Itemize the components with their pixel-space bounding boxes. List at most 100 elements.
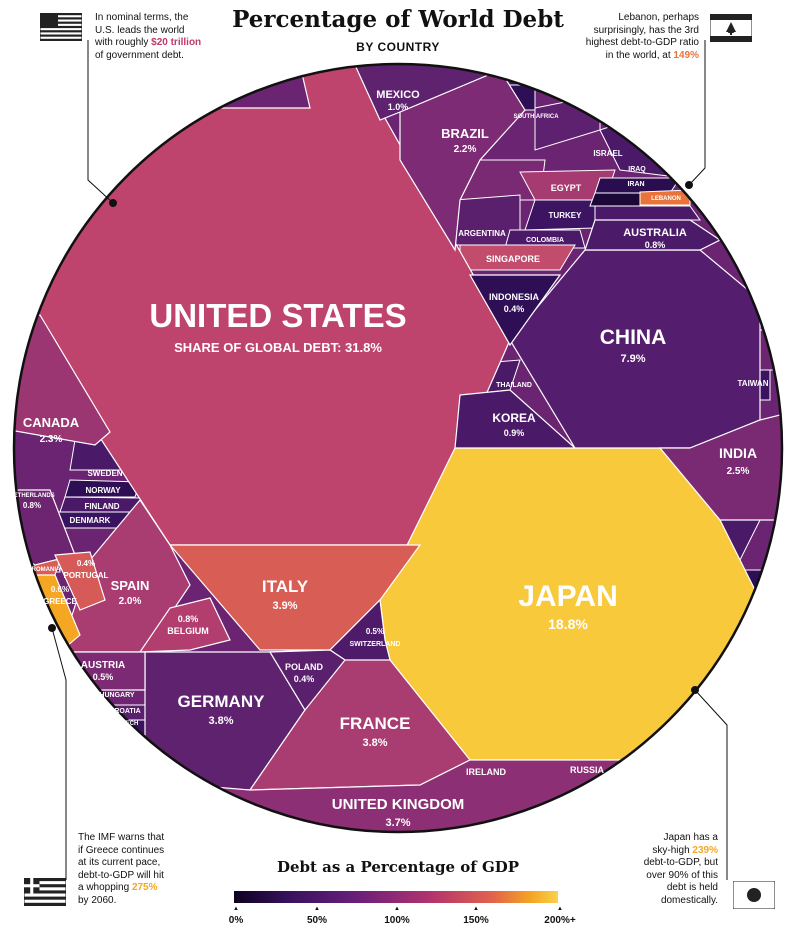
chart-title: Percentage of World Debt [232,6,564,33]
legend-tick: 0% [229,915,243,926]
label-russia: RUSSIA [570,765,605,775]
cell-poland [268,649,346,712]
value-portugal: 0.4% [77,559,95,568]
chart-subtitle: BY COUNTRY [356,40,440,54]
annotation-leader-line [51,627,67,880]
label-spain: SPAIN [111,578,150,593]
label-israel: ISRAEL [593,149,622,158]
annotation-leader-line [688,40,706,186]
annotation-leader-line [87,40,114,204]
label-poland: POLAND [285,662,324,672]
filler-cell [64,479,141,498]
annotation-dot [691,686,699,694]
value-united-kingdom: 3.7% [385,817,410,829]
value-china: 7.9% [620,353,645,365]
label-india: INDIA [719,445,757,461]
note-japan: Japan has a sky-high 239% debt-to-GDP, b… [643,832,718,906]
label-canada: CANADA [23,415,80,430]
label-taiwan: TAIWAN [738,379,769,388]
label-iran: IRAN [627,181,644,188]
label-thailand: THAILAND [496,382,532,389]
note-lebanon: Lebanon, perhaps surprisingly, has the 3… [585,12,699,61]
label-hungary: HUNGARY [99,692,134,699]
label-france: FRANCE [340,714,411,733]
label-iraq: IRAQ [628,166,646,173]
cell-australia [584,219,722,251]
legend-color-bar [234,891,558,903]
label-mexico: MEXICO [376,89,420,101]
label-japan: JAPAN [518,580,617,613]
value-korea: 0.9% [504,428,525,438]
cell-portugal [54,551,106,611]
value-united-states: SHARE OF GLOBAL DEBT: 31.8% [174,340,382,355]
cell-austria [54,651,146,691]
value-switzerland: 0.5% [366,627,384,636]
value-greece: 0.6% [51,585,69,594]
label-germany: GERMANY [178,692,266,711]
label-sweden: SWEDEN [87,469,122,478]
cell-mexico [354,64,501,121]
annotation-dot [109,199,117,207]
label-greece: GREECE [43,597,77,606]
value-mexico: 1.0% [388,102,409,112]
filler-cell [594,205,701,221]
label-united-kingdom: UNITED KINGDOM [332,796,465,813]
value-austria: 0.5% [93,672,114,682]
label-singapore: SINGAPORE [486,254,540,264]
annotation-dot [685,181,693,189]
cell-belgium [138,597,231,653]
value-germany: 3.8% [208,715,233,727]
legend-tick: 100% [384,915,410,926]
greece-flag-icon [24,878,66,906]
japan-flag-icon [733,881,775,909]
note-greece: The IMF warns that if Greece continues a… [78,832,165,906]
value-indonesia: 0.4% [504,304,525,314]
label-argentina: ARGENTINA [458,229,506,238]
annotation-leader-line [694,689,728,880]
filler-cell [589,192,641,207]
lebanon-flag-icon [710,14,752,42]
value-belgium: 0.8% [178,614,199,624]
note-us: In nominal terms, the U.S. leads the wor… [95,12,202,61]
value-italy: 3.9% [272,600,297,612]
value-poland: 0.4% [294,674,315,684]
label-norway: NORWAY [85,486,121,495]
value-japan: 18.8% [548,616,588,632]
label-turkey: TURKEY [549,211,583,220]
label-brazil: BRAZIL [441,126,489,141]
label-ireland: IRELAND [466,767,506,777]
label-czech: CZECH [118,721,139,727]
label-egypt: EGYPT [551,183,582,193]
label-united-states: UNITED STATES [149,297,406,334]
label-italy: ITALY [262,577,309,596]
label-austria: AUSTRIA [81,660,125,671]
label-indonesia: INDONESIA [489,292,540,302]
label-portugal: PORTUGAL [64,571,109,580]
value-brazil: 2.2% [454,144,477,155]
label-australia: AUSTRALIA [623,227,687,239]
cell-india [658,409,782,521]
label-lebanon: LEBANON [651,196,681,202]
label-colombia: COLOMBIA [526,237,564,244]
value-spain: 2.0% [119,596,142,607]
label-denmark: DENMARK [70,516,111,525]
cell-korea [454,389,577,449]
label-croatia: CROATIA [109,708,140,715]
value-india: 2.5% [727,466,750,477]
label-romania: ROMANIA [32,567,61,573]
legend-title: Debt as a Percentage of GDP [276,858,520,876]
label-china: CHINA [600,326,667,349]
legend-tick: 50% [307,915,327,926]
value-netherlands: 0.8% [23,501,41,510]
label-south-africa: SOUTH AFRICA [513,114,559,120]
cell-indonesia [468,274,562,347]
legend-tick: 150% [463,915,489,926]
value-canada: 2.3% [40,434,63,445]
us-flag-icon [40,13,82,41]
label-belgium: BELGIUM [167,626,209,636]
legend-tick: 200%+ [544,915,575,926]
label-switzerland: SWITZERLAND [350,641,401,648]
label-korea: KOREA [492,411,536,425]
